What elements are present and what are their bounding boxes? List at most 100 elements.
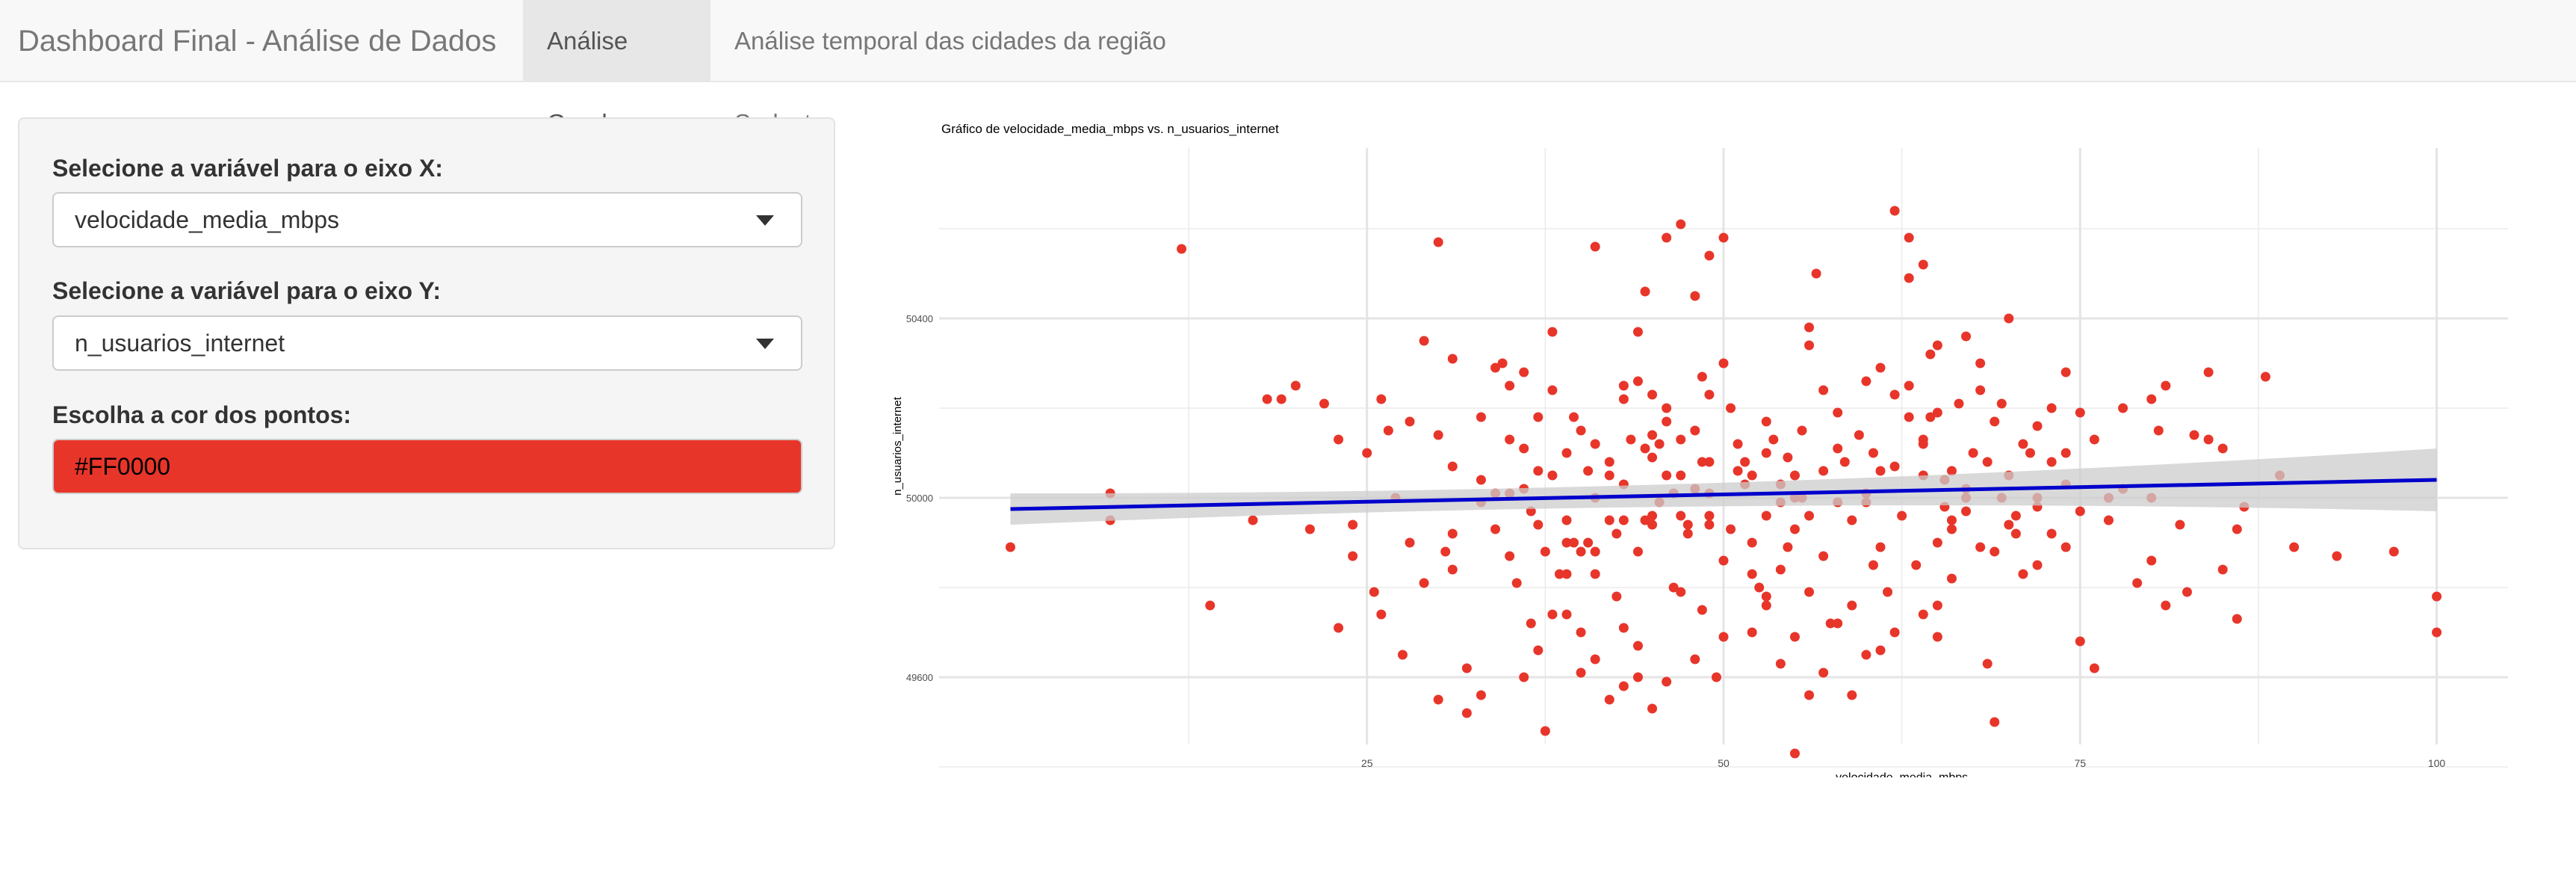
data-point (1647, 452, 1658, 463)
data-point (1968, 448, 1978, 458)
data-point (1533, 466, 1544, 476)
data-point (2432, 591, 2442, 602)
data-point (1647, 519, 1658, 530)
data-point (1718, 555, 1729, 566)
data-point (1618, 515, 1629, 525)
tab-analise-temporal[interactable]: Análise temporal das cidades da região S… (734, 27, 1166, 137)
data-point (1576, 546, 1586, 557)
data-point (2018, 439, 2028, 449)
data-point (2232, 614, 2242, 624)
data-point (1519, 443, 1529, 454)
data-point (1726, 403, 1736, 413)
data-point (1975, 542, 1986, 552)
data-point (1847, 690, 1857, 700)
data-point (1590, 439, 1600, 449)
x-tick-label: 75 (2074, 757, 2086, 769)
color-picker-value: #FF0000 (75, 453, 171, 480)
data-point (2217, 443, 2228, 454)
data-point (1662, 403, 1672, 413)
data-point (1889, 206, 1900, 216)
data-point (1804, 340, 1815, 351)
chart-title: Gráfico de velocidade_media_mbps vs. n_u… (941, 122, 1279, 136)
data-point (1304, 524, 1315, 534)
data-point (2010, 511, 2021, 521)
data-point (1526, 618, 1536, 629)
data-point (1005, 542, 1015, 552)
data-point (1818, 385, 1829, 395)
data-point (1875, 363, 1886, 373)
sidebar-panel: Selecione a variável para o eixo X: velo… (18, 117, 835, 549)
data-point (1276, 394, 1287, 404)
data-point (1783, 452, 1793, 463)
data-point (2046, 457, 2057, 467)
data-point (2018, 569, 2028, 579)
data-point (1569, 412, 1579, 422)
data-point (1761, 600, 1771, 611)
data-point (1697, 371, 1707, 382)
data-point (1177, 244, 1187, 254)
data-point (1561, 569, 1572, 579)
data-point (1647, 389, 1658, 400)
data-point (1334, 623, 1344, 633)
data-point (2146, 555, 2157, 566)
data-point (1775, 659, 1786, 669)
data-point (1447, 528, 1458, 539)
data-point (1640, 443, 1650, 454)
data-point (2217, 564, 2228, 575)
data-point (2153, 425, 2164, 436)
data-point (1918, 259, 1928, 270)
data-point (1883, 587, 1893, 597)
data-point (1990, 546, 2000, 557)
data-point (2260, 371, 2270, 382)
data-point (1547, 470, 1558, 481)
data-point (1818, 466, 1829, 476)
data-point (1818, 551, 1829, 561)
data-point (2075, 636, 2085, 647)
data-point (1961, 506, 1972, 516)
data-point (1348, 519, 1358, 530)
tab-analise-geral[interactable]: Análise Geral (523, 0, 710, 137)
y-axis-select[interactable]: n_usuarios_internet (52, 315, 802, 371)
data-point (1975, 385, 1986, 395)
data-point (1604, 470, 1614, 481)
data-point (1946, 515, 1957, 525)
data-point (1804, 587, 1815, 597)
data-point (1982, 457, 1993, 467)
data-point (2075, 506, 2085, 516)
data-point (1954, 398, 1964, 409)
data-point (1540, 546, 1550, 557)
data-point (1768, 434, 1779, 445)
data-point (1676, 219, 1686, 229)
data-point (1868, 448, 1878, 458)
data-point (1946, 524, 1957, 534)
data-point (1632, 546, 1643, 557)
data-point (1875, 466, 1886, 476)
data-point (2332, 551, 2342, 561)
data-point (1990, 717, 2000, 727)
data-point (1789, 470, 1800, 481)
data-point (1590, 569, 1600, 579)
data-point (2161, 380, 2171, 391)
data-point (2004, 313, 2014, 324)
data-point (1618, 681, 1629, 691)
x-axis-select[interactable]: velocidade_media_mbps (52, 192, 802, 247)
data-point (1433, 237, 1443, 247)
data-point (2103, 515, 2114, 525)
data-point (1632, 327, 1643, 337)
data-point (1682, 519, 1693, 530)
data-point (1818, 667, 1829, 678)
data-point (1789, 748, 1800, 759)
data-point (2046, 528, 2057, 539)
data-point (1833, 618, 1843, 629)
data-point (1611, 591, 1622, 602)
data-point (1262, 394, 1272, 404)
data-point (1561, 609, 1572, 620)
data-point (2289, 542, 2300, 552)
data-point (1348, 551, 1358, 561)
data-point (1811, 268, 1821, 279)
y-tick-label: 50000 (906, 493, 933, 504)
data-point (2089, 663, 2099, 673)
data-point (1875, 542, 1886, 552)
data-point (1889, 461, 1900, 472)
color-picker-input[interactable]: #FF0000 (52, 439, 802, 494)
